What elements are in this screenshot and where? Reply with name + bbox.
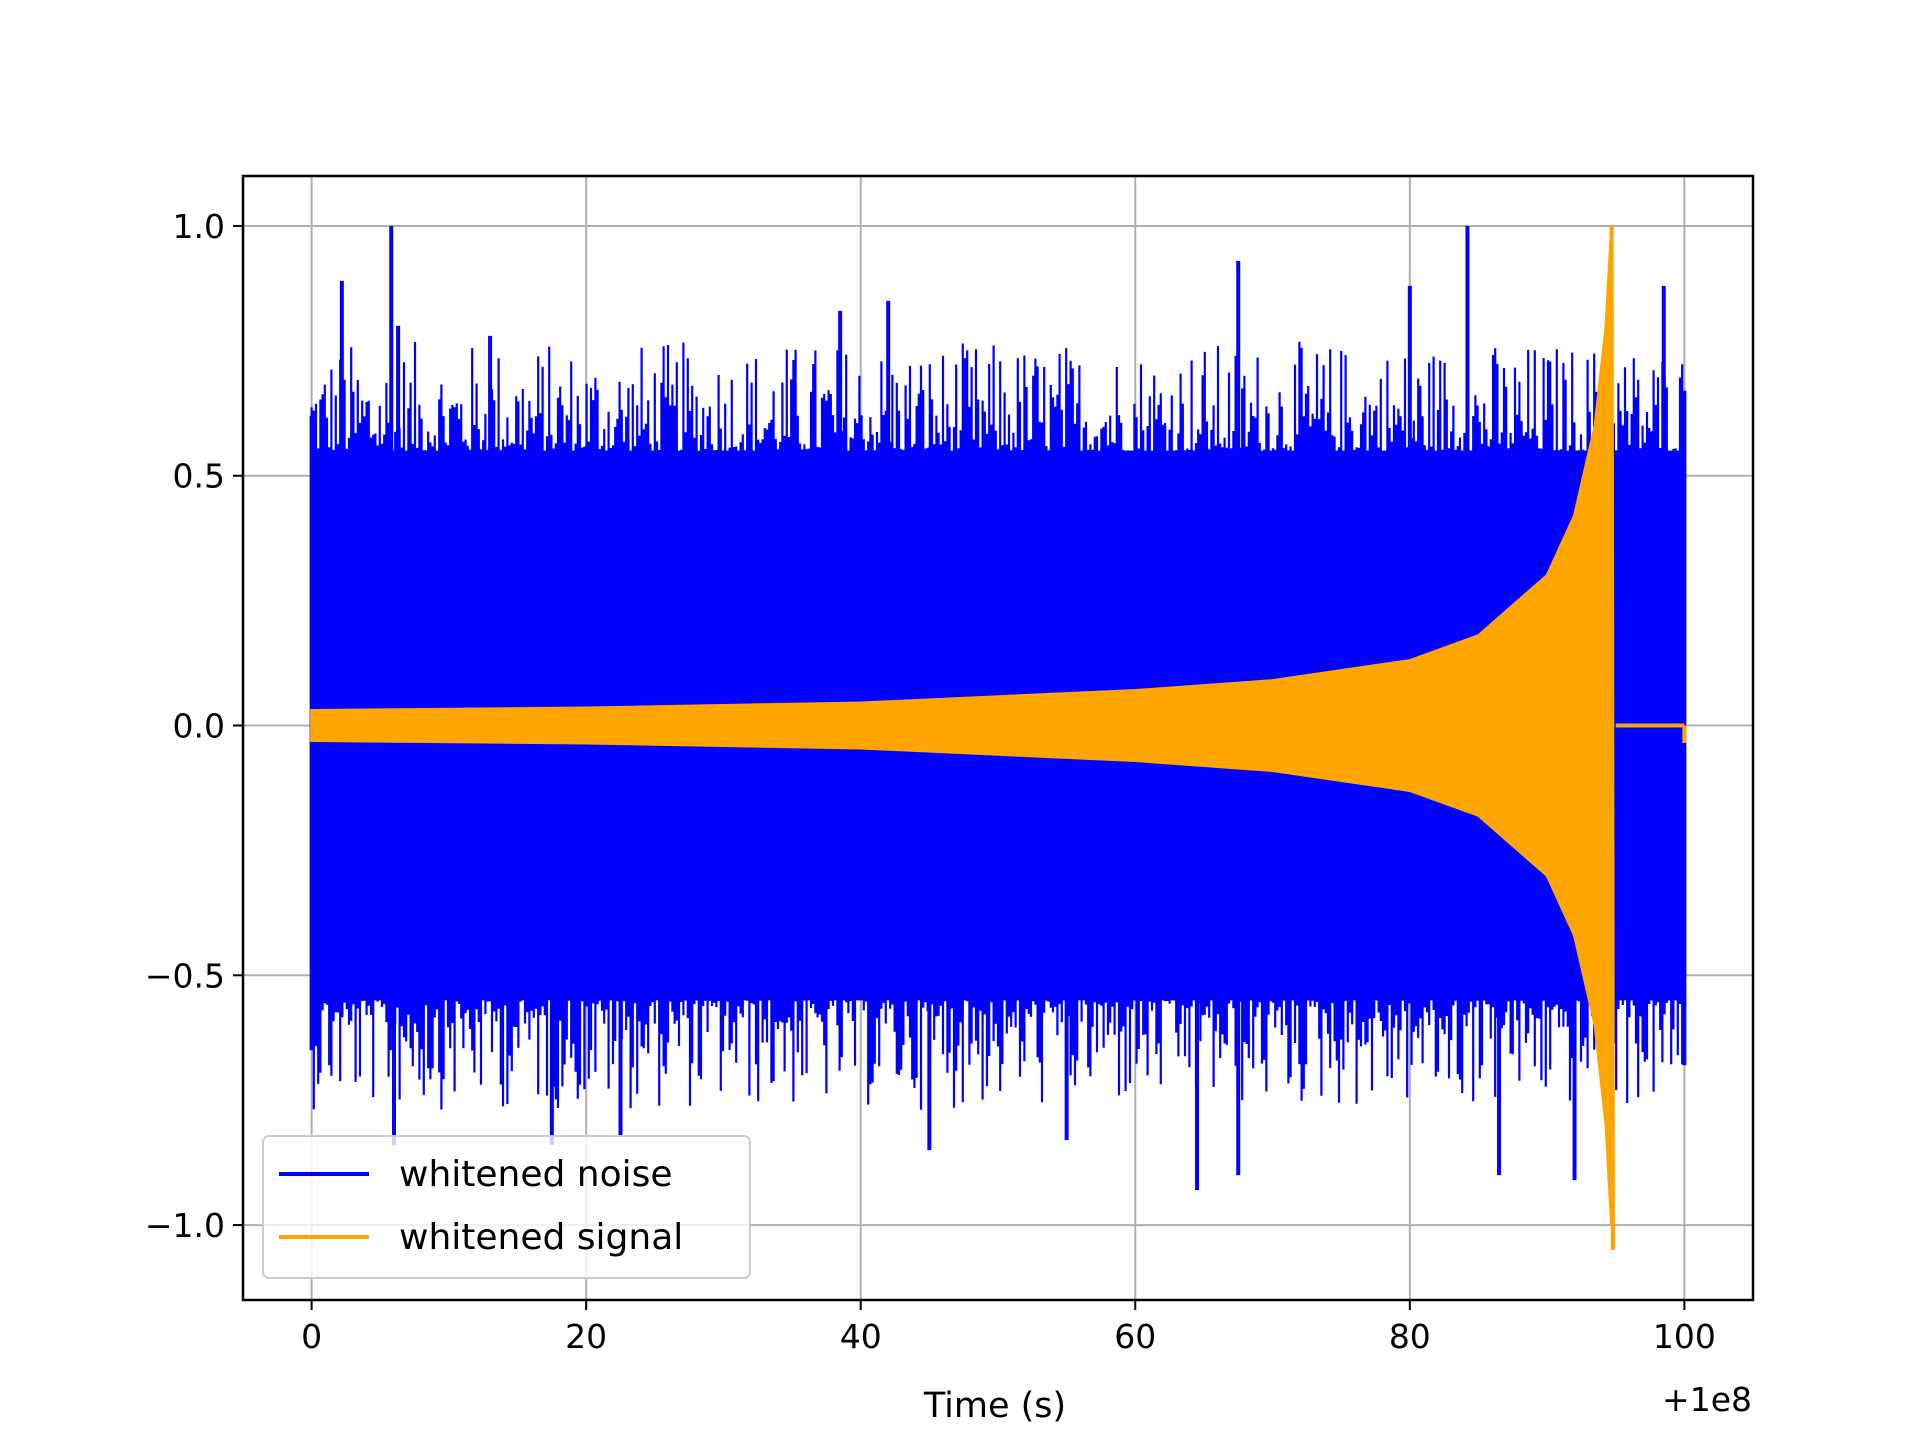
x-tick-label: 60 <box>1114 1317 1156 1356</box>
legend-label: whitened noise <box>399 1154 673 1195</box>
y-tick-label: 0.0 <box>173 707 225 746</box>
x-tick-label: 80 <box>1389 1317 1431 1356</box>
y-tick-label: −1.0 <box>145 1206 225 1245</box>
x-tick-label: 20 <box>565 1317 607 1356</box>
legend-box <box>262 1135 751 1279</box>
axes: 0 20 40 60 80 100 1.0 0.5 0.0 −0.5 −1.0 <box>145 174 1755 1356</box>
y-tick-label: 0.5 <box>173 457 225 496</box>
plot-frame <box>241 174 1755 1302</box>
y-tick-label: 1.0 <box>173 207 225 246</box>
x-tick-label: 100 <box>1653 1317 1716 1356</box>
y-tick-label: −0.5 <box>145 956 225 995</box>
x-tick-label: 0 <box>301 1317 322 1356</box>
signal-merger-spike <box>1609 225 1615 1251</box>
legend-label: whitened signal <box>399 1217 683 1258</box>
legend: whitened noise whitened signal <box>262 1135 751 1279</box>
x-axis-label: Time (s) <box>923 1386 1066 1426</box>
x-axis-offset-label: +1e8 <box>1662 1380 1752 1419</box>
whitened-signal-series <box>310 225 1687 1251</box>
x-tick-label: 40 <box>840 1317 882 1356</box>
